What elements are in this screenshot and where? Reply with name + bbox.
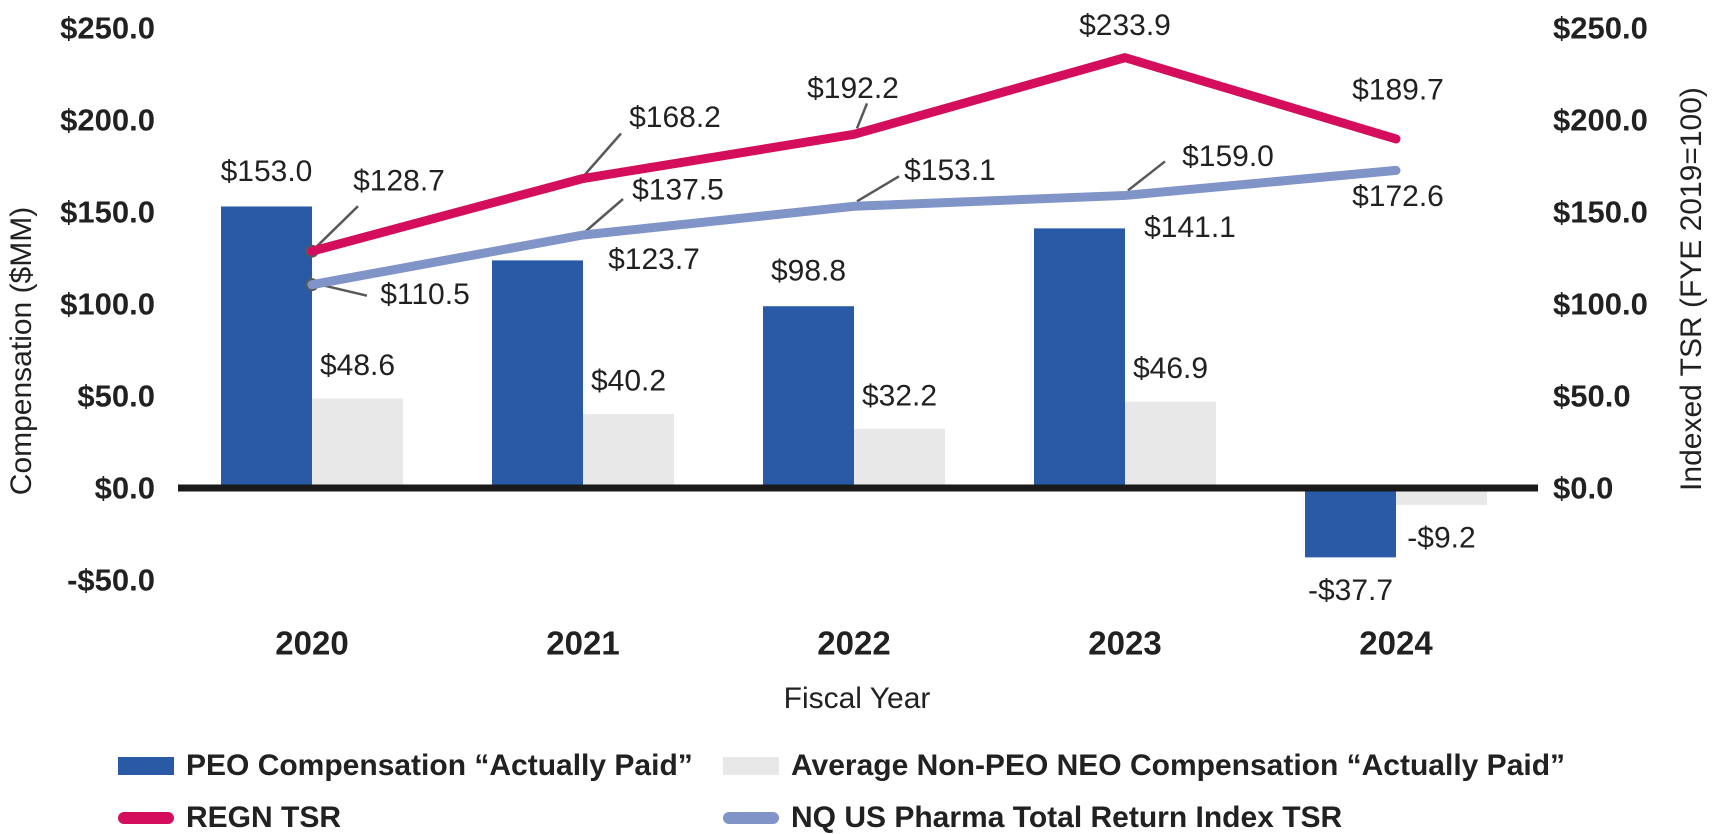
legend-label-peo: PEO Compensation “Actually Paid”: [186, 749, 693, 782]
bar-neo-2020: [312, 398, 403, 488]
legend-label-regn: REGN TSR: [186, 801, 342, 834]
regn-line-label: $128.7: [353, 165, 445, 198]
legend-item-neo-compensation: Average Non-PEO NEO Compensation “Actual…: [723, 749, 1566, 782]
year-label: 2022: [817, 625, 890, 662]
regn-line-swatch: [118, 812, 174, 824]
bar-peo-2021: [492, 260, 583, 488]
peo-bar-label: $141.1: [1144, 211, 1236, 244]
regn-tsr-line: [307, 53, 1401, 256]
left-axis-tick: $0.0: [95, 471, 155, 506]
left-axis-tick: $250.0: [60, 11, 155, 46]
nq-pharma-tsr-line: [307, 165, 1401, 290]
left-axis-tick: $200.0: [60, 103, 155, 138]
legend-label-nq: NQ US Pharma Total Return Index TSR: [791, 801, 1343, 834]
neo-bar-label: -$9.2: [1407, 521, 1475, 554]
regn-line-label: $189.7: [1352, 73, 1444, 106]
peo-bar-label: -$37.7: [1308, 574, 1393, 607]
neo-bar-label: $32.2: [862, 379, 937, 412]
right-axis-tick: $50.0: [1553, 379, 1631, 414]
callout-line: [585, 198, 624, 232]
peo-bar-label: $98.8: [771, 255, 846, 288]
nq-line-label: $159.0: [1182, 140, 1274, 173]
left-axis-tick: $150.0: [60, 195, 155, 230]
year-label: 2024: [1359, 625, 1433, 662]
neo-bar-label: $46.9: [1133, 352, 1208, 385]
bar-peo-2023: [1034, 228, 1125, 488]
x-axis-title: Fiscal Year: [783, 682, 931, 715]
right-axis-tick: $250.0: [1553, 11, 1648, 46]
legend-item-regn-tsr: REGN TSR: [118, 801, 342, 834]
nq-line-label: $110.5: [380, 278, 470, 311]
neo-bar-label: $48.6: [320, 349, 395, 382]
regn-line-label: $192.2: [807, 72, 899, 105]
regn-line-label: $168.2: [629, 101, 721, 134]
callout-line: [314, 205, 359, 250]
bar-peo-2024: [1305, 488, 1396, 558]
neo-bar-label: $40.2: [591, 365, 666, 398]
nq-line-swatch: [723, 812, 779, 824]
legend-item-peo-compensation: PEO Compensation “Actually Paid”: [118, 749, 693, 782]
callout-line: [855, 102, 869, 129]
right-axis-tick: $100.0: [1553, 287, 1648, 322]
bar-neo-2023: [1125, 401, 1216, 488]
right-axis-tick: $150.0: [1553, 195, 1648, 230]
peo-bar-label: $153.0: [221, 155, 313, 188]
year-label: 2023: [1088, 625, 1161, 662]
legend-item-nq-pharma-tsr: NQ US Pharma Total Return Index TSR: [723, 801, 1343, 834]
right-axis-title: Indexed TSR (FYE 2019=100): [1675, 87, 1708, 491]
year-label: 2020: [275, 625, 348, 662]
year-label: 2021: [546, 625, 619, 662]
bar-peo-2020: [221, 206, 312, 489]
right-axis-tick: $0.0: [1553, 471, 1613, 506]
peo-bar-swatch: [118, 757, 174, 775]
callout-line: [1127, 160, 1166, 192]
left-axis-tick: $50.0: [77, 379, 155, 414]
regn-line-label: $233.9: [1079, 9, 1171, 42]
nq-line-label: $172.6: [1352, 180, 1444, 213]
left-axis-tick: -$50.0: [67, 563, 155, 598]
right-axis-tick: $200.0: [1553, 103, 1648, 138]
bar-neo-2024: [1396, 488, 1487, 505]
callout-line: [856, 175, 900, 203]
neo-bar-swatch: [723, 757, 779, 775]
left-axis-tick: $100.0: [60, 287, 155, 322]
callout-line: [584, 132, 622, 176]
peo-bar-label: $123.7: [608, 243, 700, 276]
nq-line-label: $153.1: [904, 154, 996, 187]
left-axis-title: Compensation ($MM): [5, 206, 38, 496]
bar-neo-2022: [854, 428, 945, 488]
legend-label-neo: Average Non-PEO NEO Compensation “Actual…: [791, 749, 1566, 782]
nq-line-label: $137.5: [632, 174, 724, 207]
bar-peo-2022: [763, 306, 854, 488]
bar-neo-2021: [583, 414, 674, 488]
